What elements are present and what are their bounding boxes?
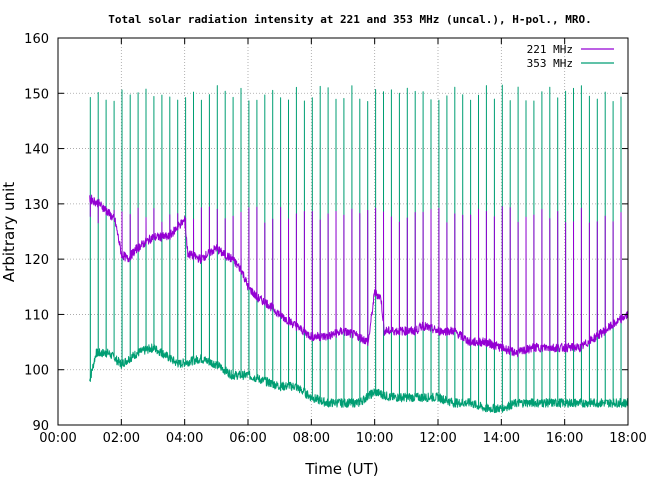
legend-label-221: 221 MHz — [527, 43, 573, 56]
x-tick-label: 04:00 — [166, 431, 203, 446]
x-axis-label: Time (UT) — [304, 460, 378, 478]
x-tick-label: 14:00 — [483, 431, 520, 446]
y-tick-label: 140 — [24, 143, 49, 158]
x-tick-label: 16:00 — [546, 431, 583, 446]
x-tick-label: 12:00 — [419, 431, 456, 446]
y-tick-label: 100 — [24, 364, 49, 379]
x-tick-label: 00:00 — [39, 431, 76, 446]
plot-frame — [57, 37, 629, 426]
x-tick-label: 02:00 — [103, 431, 140, 446]
chart-title: Total solar radiation intensity at 221 a… — [108, 13, 591, 26]
x-tick-label: 18:00 — [609, 431, 646, 446]
y-axis-label: Arbitrary unit — [0, 182, 18, 282]
legend: 221 MHz 353 MHz — [527, 43, 614, 70]
y-tick-label: 160 — [24, 32, 49, 47]
series-line-221-mhz — [89, 194, 629, 358]
y-tick-label: 130 — [24, 198, 49, 213]
x-tick-label: 08:00 — [293, 431, 330, 446]
x-tick-label: 10:00 — [356, 431, 393, 446]
x-tick-label: 06:00 — [229, 431, 266, 446]
y-tick-label: 150 — [24, 87, 49, 102]
legend-label-353: 353 MHz — [527, 57, 573, 70]
y-tick-label: 110 — [24, 308, 49, 323]
axis-ticks: 00:00 02:00 04:00 06:00 08:00 10:00 12:00 14:00… — [24, 32, 647, 446]
grid — [58, 38, 628, 425]
plot-area — [89, 84, 629, 414]
series-line-353-mhz — [89, 84, 629, 414]
y-tick-label: 90 — [32, 419, 49, 434]
y-tick-label: 120 — [24, 253, 49, 268]
